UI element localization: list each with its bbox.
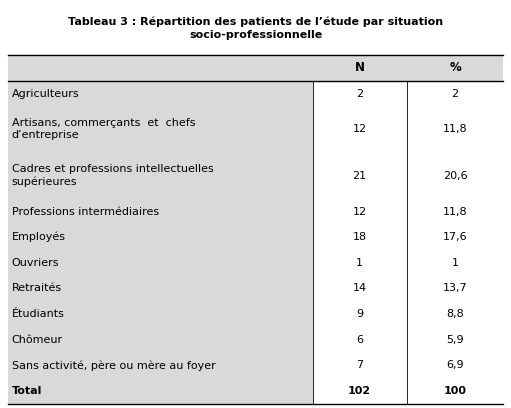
Bar: [8, 81, 313, 106]
Bar: [313, 302, 503, 327]
Bar: [8, 353, 313, 378]
Bar: [8, 250, 313, 276]
Text: Total: Total: [12, 386, 42, 396]
Text: 20,6: 20,6: [443, 171, 468, 181]
Text: Ouvriers: Ouvriers: [12, 258, 59, 268]
Text: Sans activité, père ou mère au foyer: Sans activité, père ou mère au foyer: [12, 360, 216, 371]
Bar: [313, 199, 503, 224]
Text: 18: 18: [353, 232, 367, 242]
Bar: [8, 106, 313, 153]
Bar: [313, 81, 503, 106]
Bar: [313, 250, 503, 276]
Text: Artisans, commerçants  et  chefs
d’entreprise: Artisans, commerçants et chefs d’entrepr…: [12, 118, 195, 140]
Text: Professions intermédiaires: Professions intermédiaires: [12, 206, 159, 217]
Text: 1: 1: [452, 258, 458, 268]
Text: 11,8: 11,8: [443, 206, 468, 217]
Text: 21: 21: [353, 171, 367, 181]
Text: 7: 7: [356, 360, 363, 370]
Bar: [313, 276, 503, 302]
Text: %: %: [449, 62, 461, 74]
Text: 8,8: 8,8: [446, 309, 464, 319]
Bar: [8, 378, 313, 404]
Text: 2: 2: [356, 89, 363, 99]
Text: 102: 102: [348, 386, 371, 396]
Text: Chômeur: Chômeur: [12, 335, 63, 345]
Text: N: N: [355, 62, 364, 74]
Text: 1: 1: [356, 258, 363, 268]
Text: 100: 100: [444, 386, 467, 396]
Bar: [8, 153, 313, 199]
Text: 12: 12: [353, 124, 367, 135]
Bar: [8, 276, 313, 302]
Bar: [8, 199, 313, 224]
Bar: [8, 55, 313, 81]
Text: Étudiants: Étudiants: [12, 309, 64, 319]
Text: Agriculteurs: Agriculteurs: [12, 89, 79, 99]
Bar: [313, 327, 503, 353]
Text: Retraités: Retraités: [12, 284, 62, 293]
Text: 6: 6: [356, 335, 363, 345]
Bar: [8, 327, 313, 353]
Bar: [8, 224, 313, 250]
Text: 17,6: 17,6: [443, 232, 468, 242]
Bar: [8, 302, 313, 327]
Text: Tableau 3 : Répartition des patients de l’étude par situation
socio-professionne: Tableau 3 : Répartition des patients de …: [68, 17, 443, 40]
Text: Employés: Employés: [12, 232, 66, 242]
Text: 13,7: 13,7: [443, 284, 468, 293]
Bar: [313, 224, 503, 250]
Bar: [313, 55, 503, 81]
Text: 9: 9: [356, 309, 363, 319]
Text: 12: 12: [353, 206, 367, 217]
Text: 2: 2: [451, 89, 458, 99]
Bar: [313, 153, 503, 199]
Text: 11,8: 11,8: [443, 124, 468, 135]
Text: 6,9: 6,9: [446, 360, 464, 370]
Bar: [313, 106, 503, 153]
Text: 5,9: 5,9: [446, 335, 464, 345]
Text: 14: 14: [353, 284, 367, 293]
Text: Cadres et professions intellectuelles
supérieures: Cadres et professions intellectuelles su…: [12, 164, 214, 187]
Bar: [313, 353, 503, 378]
Bar: [313, 378, 503, 404]
